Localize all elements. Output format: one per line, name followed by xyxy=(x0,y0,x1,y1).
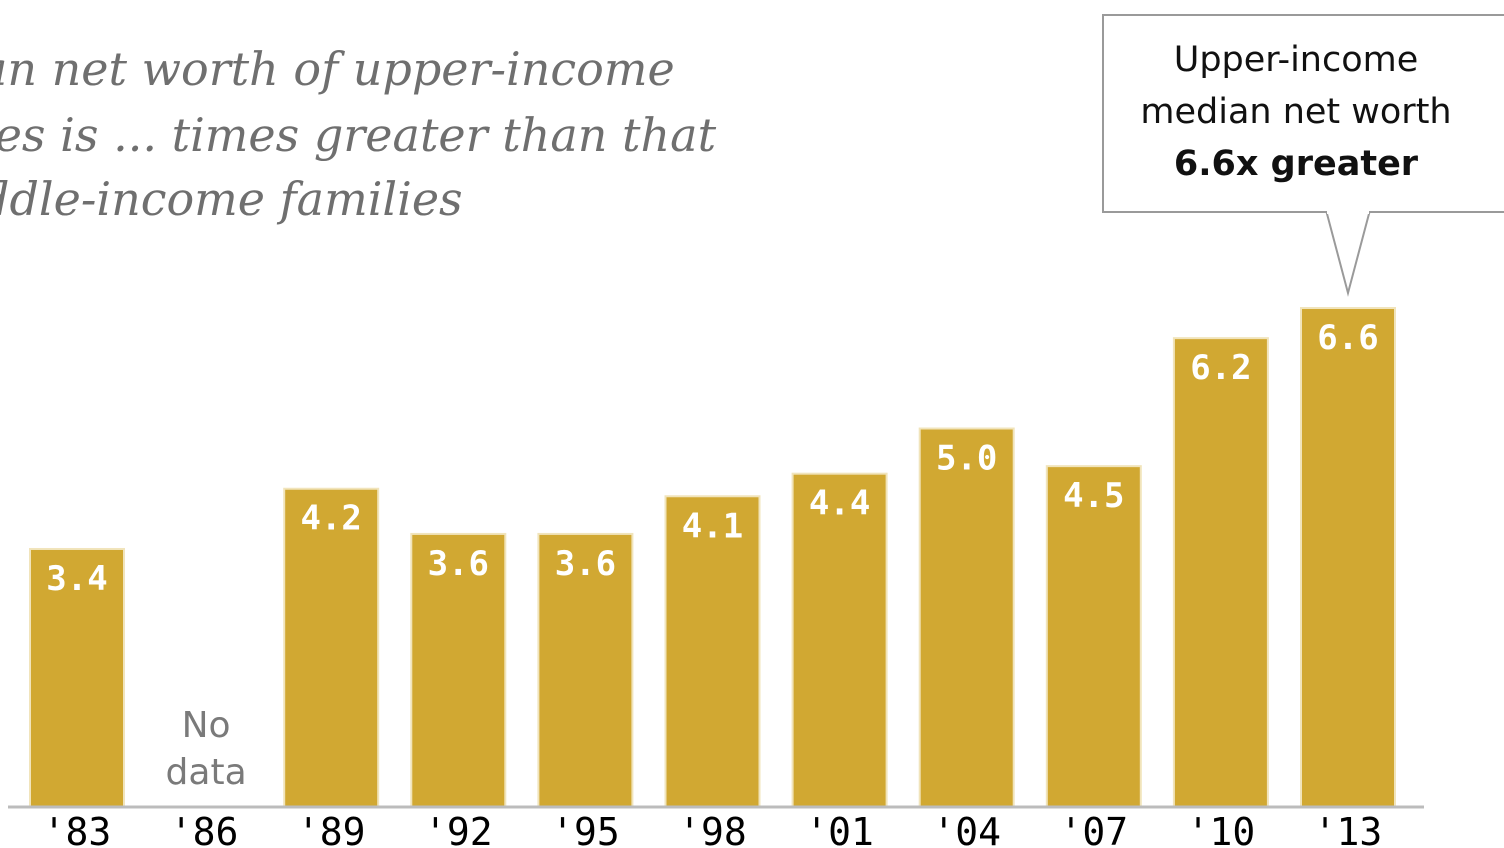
callout-line-3: 6.6x greater xyxy=(1173,144,1419,184)
bar-value-label: 6.2 xyxy=(1190,348,1251,388)
x-tick-label: '01 xyxy=(805,810,874,848)
no-data-label: data xyxy=(166,752,247,793)
bar-value-label: 5.0 xyxy=(936,439,997,479)
x-tick-label: '95 xyxy=(551,810,620,848)
x-tick-label: '89 xyxy=(297,810,366,848)
bar xyxy=(285,489,378,806)
bar xyxy=(920,429,1013,806)
x-tick-label: '13 xyxy=(1314,810,1383,848)
bar xyxy=(1302,309,1394,806)
x-tick-label: '98 xyxy=(678,810,747,848)
callout-box: Upper-income median net worth 6.6x great… xyxy=(1102,14,1504,213)
chart-title-line-3: ddle-income families xyxy=(0,172,463,226)
bar xyxy=(1047,467,1140,806)
x-tick-label: '83 xyxy=(43,810,112,848)
bar-value-label: 3.4 xyxy=(46,559,107,599)
chart-title-line-1: an net worth of upper-income xyxy=(0,42,675,96)
bar xyxy=(31,549,123,806)
bar xyxy=(539,534,632,806)
x-tick-label: '04 xyxy=(932,810,1001,848)
bar-value-label: 3.6 xyxy=(555,544,616,584)
no-data-label: No xyxy=(182,705,231,746)
chart-title-line-2: ies is ... times greater than that xyxy=(0,108,717,162)
callout-line-1: Upper-income xyxy=(1173,40,1419,80)
bar xyxy=(666,497,759,806)
bar xyxy=(1174,339,1267,806)
bar-value-label: 6.6 xyxy=(1317,318,1378,358)
bar-value-label: 3.6 xyxy=(428,544,489,584)
x-tick-label: '10 xyxy=(1187,810,1256,848)
bar-value-label: 4.4 xyxy=(809,484,870,524)
x-tick-label: '07 xyxy=(1059,810,1128,848)
bar-value-label: 4.2 xyxy=(300,499,361,539)
x-tick-label: '92 xyxy=(424,810,493,848)
callout-pointer-join xyxy=(1327,208,1369,214)
x-tick-label: '86 xyxy=(170,810,239,848)
bar-value-label: 4.1 xyxy=(682,506,743,546)
bar xyxy=(793,474,886,806)
callout-line-2: median net worth xyxy=(1140,92,1452,132)
bar xyxy=(412,534,505,806)
bar-value-label: 4.5 xyxy=(1063,476,1124,516)
